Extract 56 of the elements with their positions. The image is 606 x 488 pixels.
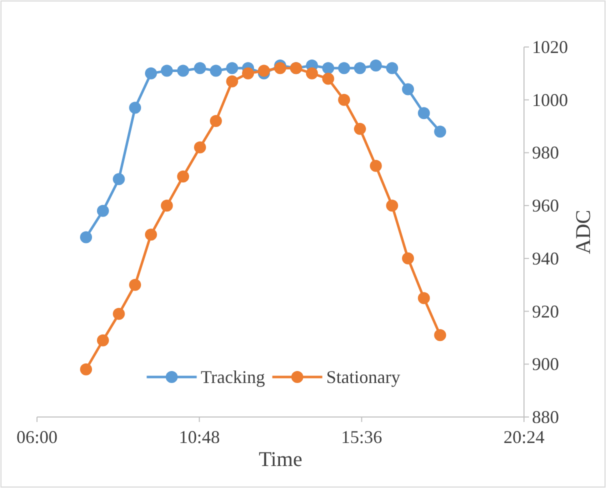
y-tick-label: 1000 — [532, 90, 568, 110]
point — [434, 126, 446, 138]
point — [402, 252, 414, 264]
point — [370, 60, 382, 72]
point — [210, 115, 222, 127]
point — [80, 363, 92, 376]
point — [112, 308, 125, 320]
y-tick-label: 940 — [532, 248, 559, 268]
y-tick-label: 880 — [532, 407, 559, 427]
point — [386, 62, 398, 74]
point — [338, 62, 350, 74]
point — [418, 107, 430, 120]
y-axis-title: ADC — [571, 210, 595, 254]
point — [160, 200, 173, 212]
y-tick-label: 960 — [532, 196, 559, 216]
y-tick-label: 920 — [532, 301, 559, 322]
point — [226, 75, 238, 88]
point — [160, 64, 173, 77]
point — [226, 62, 238, 74]
point — [322, 62, 334, 74]
point — [370, 160, 382, 172]
point — [274, 62, 286, 74]
point — [258, 64, 270, 77]
point — [386, 200, 398, 212]
y-tick-label: 900 — [532, 354, 559, 374]
x-tick-label: 10:48 — [178, 427, 220, 447]
x-tick-label: 06:00 — [16, 427, 58, 447]
x-tick-label: 15:36 — [341, 427, 382, 447]
point — [338, 94, 350, 106]
y-tick-label: 1020 — [532, 37, 568, 57]
legend-label: Tracking — [200, 367, 266, 387]
point — [96, 334, 109, 346]
point — [434, 329, 446, 342]
x-tick-label: 20:24 — [503, 427, 545, 447]
point — [144, 67, 157, 80]
point — [194, 141, 206, 154]
x-axis-title: Time — [258, 447, 302, 471]
point — [418, 292, 430, 304]
y-tick-label: 980 — [532, 142, 559, 163]
point — [129, 278, 142, 291]
point — [354, 122, 366, 135]
point — [194, 62, 206, 74]
legend-label: Stationary — [326, 367, 400, 387]
point — [306, 67, 318, 80]
point — [177, 170, 190, 182]
point — [80, 231, 92, 244]
point — [129, 102, 142, 114]
point — [96, 204, 109, 217]
point — [177, 64, 190, 77]
point — [354, 62, 366, 74]
point — [144, 228, 157, 241]
point — [210, 64, 222, 77]
point — [322, 72, 334, 85]
point — [112, 173, 125, 186]
point — [242, 67, 254, 80]
point — [402, 83, 414, 96]
